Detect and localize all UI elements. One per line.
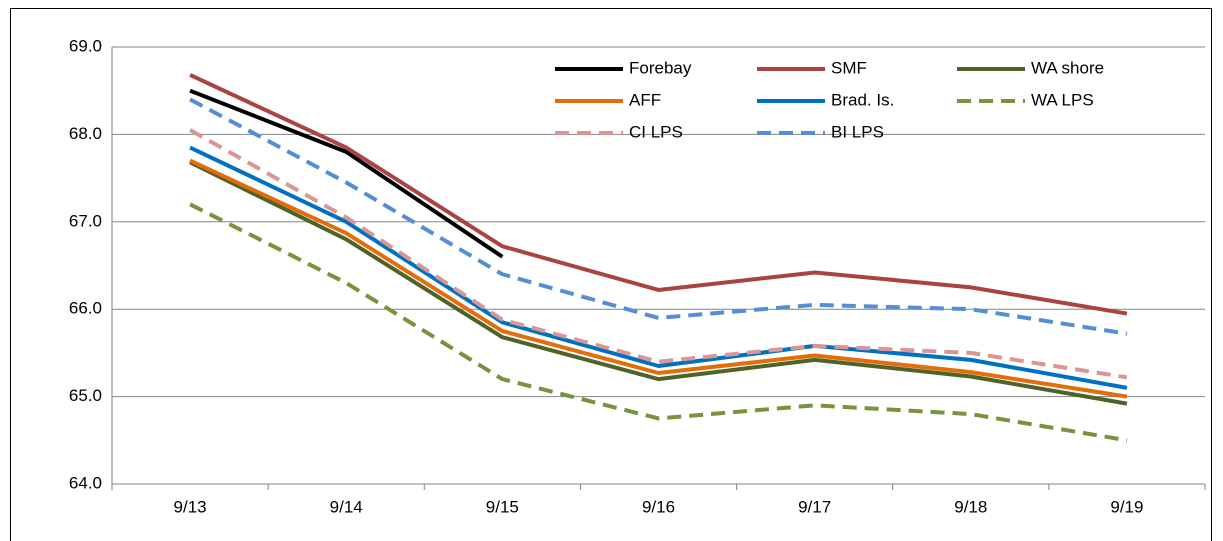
series-line — [189, 73, 1128, 316]
legend-label: BI LPS — [831, 122, 884, 141]
y-tick-label: 66.0 — [69, 299, 102, 318]
y-tick-label: 69.0 — [69, 36, 102, 55]
x-tick-label: 9/17 — [798, 497, 831, 516]
legend-label: Forebay — [629, 58, 692, 77]
legend-label: WA LPS — [1031, 90, 1094, 109]
legend-label: CI LPS — [629, 122, 683, 141]
legend-label: SMF — [831, 58, 867, 77]
y-tick-label: 65.0 — [69, 386, 102, 405]
x-tick-label: 9/16 — [642, 497, 675, 516]
legend-label: Brad. Is. — [831, 90, 894, 109]
series-line — [189, 202, 1128, 443]
legend-label: WA shore — [1031, 58, 1104, 77]
series-line — [189, 97, 1128, 336]
series-line — [189, 160, 1128, 406]
y-tick-label: 67.0 — [69, 211, 102, 230]
x-tick-label: 9/18 — [954, 497, 987, 516]
x-tick-label: 9/19 — [1110, 497, 1143, 516]
x-tick-label: 9/13 — [174, 497, 207, 516]
legend-label: AFF — [629, 90, 661, 109]
x-tick-label: 9/14 — [330, 497, 363, 516]
series-line — [189, 88, 504, 259]
x-tick-label: 9/15 — [486, 497, 519, 516]
y-tick-label: 64.0 — [69, 473, 102, 492]
y-tick-label: 68.0 — [69, 124, 102, 143]
series-line — [189, 128, 1128, 380]
series-line — [189, 145, 1128, 390]
series-line — [189, 158, 1128, 399]
